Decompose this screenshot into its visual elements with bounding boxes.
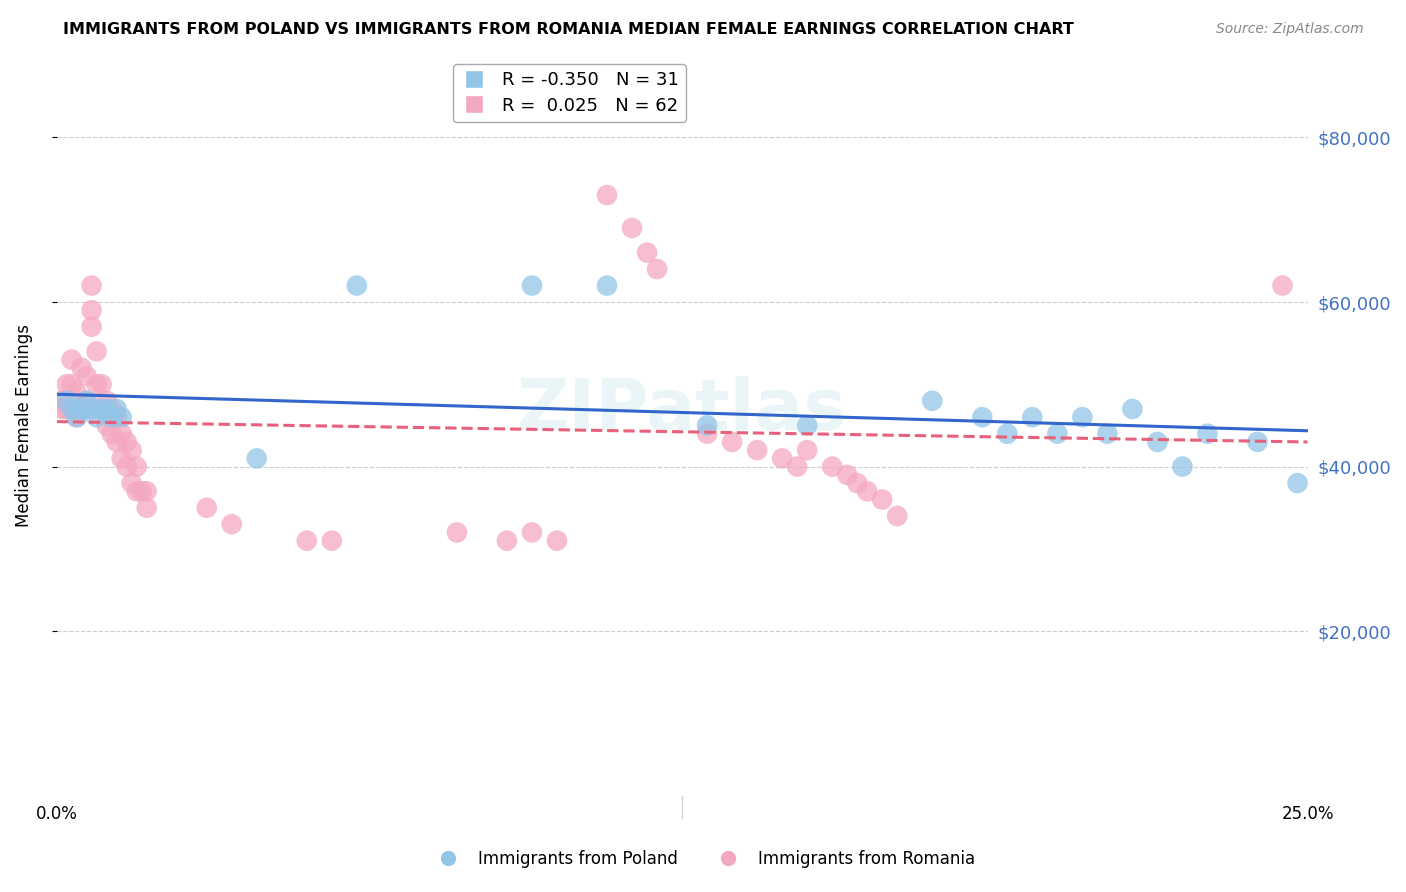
Point [51, 402, 73, 417]
Point [111, 410, 134, 425]
Point [100, 402, 122, 417]
Point [60, 402, 83, 417]
Point [837, 467, 859, 482]
Point [1046, 426, 1069, 441]
Point [1171, 459, 1194, 474]
Point [105, 410, 128, 425]
Point [886, 508, 908, 523]
Point [1246, 434, 1268, 449]
Point [921, 393, 943, 408]
Point [596, 188, 619, 202]
Point [80, 402, 103, 417]
Point [90, 377, 112, 392]
Point [321, 533, 343, 548]
Point [86, 377, 108, 392]
Point [70, 402, 93, 417]
Point [125, 459, 148, 474]
Point [496, 533, 519, 548]
Point [90, 402, 112, 417]
Point [520, 525, 543, 540]
Point [696, 426, 718, 441]
Point [796, 418, 818, 433]
Point [96, 418, 118, 433]
Point [1271, 278, 1294, 293]
Point [51, 393, 73, 408]
Point [520, 278, 543, 293]
Point [645, 262, 668, 277]
Point [1286, 476, 1309, 491]
Point [65, 385, 87, 400]
Point [770, 451, 793, 466]
Point [596, 278, 619, 293]
Point [995, 426, 1018, 441]
Point [105, 402, 128, 417]
Text: ZIPatlas: ZIPatlas [517, 376, 848, 445]
Point [870, 492, 893, 507]
Point [636, 245, 658, 260]
Point [60, 377, 83, 392]
Point [295, 533, 318, 548]
Legend: Immigrants from Poland, Immigrants from Romania: Immigrants from Poland, Immigrants from … [425, 844, 981, 875]
Point [80, 303, 103, 318]
Point [135, 500, 157, 515]
Point [76, 393, 98, 408]
Point [96, 393, 118, 408]
Point [135, 484, 157, 499]
Point [65, 410, 87, 425]
Point [1146, 434, 1168, 449]
Point [786, 459, 808, 474]
Point [972, 410, 994, 425]
Point [111, 426, 134, 441]
Point [221, 517, 243, 532]
Point [55, 402, 77, 417]
Point [100, 410, 122, 425]
Point [76, 369, 98, 384]
Point [745, 443, 768, 458]
Point [115, 434, 138, 449]
Point [80, 278, 103, 293]
Point [246, 451, 269, 466]
Point [55, 377, 77, 392]
Point [131, 484, 153, 499]
Legend: R = -0.350   N = 31, R =  0.025   N = 62: R = -0.350 N = 31, R = 0.025 N = 62 [453, 64, 686, 122]
Point [1097, 426, 1119, 441]
Point [696, 418, 718, 433]
Text: IMMIGRANTS FROM POLAND VS IMMIGRANTS FROM ROMANIA MEDIAN FEMALE EARNINGS CORRELA: IMMIGRANTS FROM POLAND VS IMMIGRANTS FRO… [63, 22, 1074, 37]
Point [846, 476, 869, 491]
Point [621, 221, 644, 235]
Point [100, 426, 122, 441]
Point [65, 410, 87, 425]
Point [86, 410, 108, 425]
Point [721, 434, 744, 449]
Point [86, 344, 108, 359]
Point [546, 533, 568, 548]
Text: Source: ZipAtlas.com: Source: ZipAtlas.com [1216, 22, 1364, 37]
Point [346, 278, 368, 293]
Point [821, 459, 844, 474]
Point [60, 352, 83, 367]
Point [105, 434, 128, 449]
Y-axis label: Median Female Earnings: Median Female Earnings [15, 324, 32, 527]
Point [90, 402, 112, 417]
Point [115, 459, 138, 474]
Point [76, 393, 98, 408]
Point [55, 393, 77, 408]
Point [121, 443, 143, 458]
Point [446, 525, 468, 540]
Point [70, 360, 93, 375]
Point [96, 402, 118, 417]
Point [1071, 410, 1094, 425]
Point [1021, 410, 1043, 425]
Point [1121, 402, 1143, 417]
Point [796, 443, 818, 458]
Point [125, 484, 148, 499]
Point [195, 500, 218, 515]
Point [856, 484, 879, 499]
Point [111, 451, 134, 466]
Point [121, 476, 143, 491]
Point [70, 402, 93, 417]
Point [80, 319, 103, 334]
Point [1197, 426, 1219, 441]
